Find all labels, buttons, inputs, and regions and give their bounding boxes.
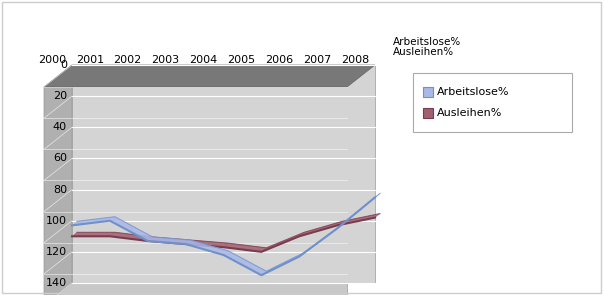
Text: 2002: 2002 — [114, 55, 142, 65]
Text: 80: 80 — [53, 185, 67, 195]
Polygon shape — [223, 243, 266, 252]
Text: 2001: 2001 — [76, 55, 104, 65]
Polygon shape — [110, 232, 153, 241]
Polygon shape — [299, 224, 342, 257]
Polygon shape — [148, 237, 191, 244]
Polygon shape — [185, 240, 228, 247]
Text: 140: 140 — [46, 278, 67, 288]
Polygon shape — [44, 87, 347, 295]
Polygon shape — [44, 65, 72, 295]
Polygon shape — [185, 240, 228, 255]
Polygon shape — [110, 217, 153, 241]
Text: 100: 100 — [46, 216, 67, 226]
Text: 120: 120 — [46, 247, 67, 257]
Text: Arbeitslose%: Arbeitslose% — [437, 87, 510, 97]
Text: 40: 40 — [53, 122, 67, 132]
Text: 2003: 2003 — [152, 55, 179, 65]
Bar — [423, 87, 433, 97]
Polygon shape — [72, 232, 115, 236]
Text: 2004: 2004 — [189, 55, 217, 65]
Bar — [423, 108, 433, 118]
Text: 0: 0 — [60, 60, 67, 70]
Polygon shape — [223, 251, 266, 275]
Polygon shape — [262, 232, 304, 252]
Text: 60: 60 — [53, 153, 67, 163]
Polygon shape — [262, 253, 304, 275]
Polygon shape — [44, 65, 375, 87]
Text: 2006: 2006 — [265, 55, 294, 65]
Text: 2005: 2005 — [227, 55, 255, 65]
Polygon shape — [299, 221, 342, 236]
Text: 2008: 2008 — [341, 55, 369, 65]
Text: 2007: 2007 — [303, 55, 331, 65]
FancyBboxPatch shape — [413, 73, 572, 132]
Polygon shape — [337, 193, 380, 229]
Polygon shape — [72, 65, 375, 283]
Text: Arbeitslose%: Arbeitslose% — [393, 37, 461, 47]
Text: Ausleihen%: Ausleihen% — [437, 108, 503, 118]
Text: 2000: 2000 — [38, 55, 66, 65]
Text: Ausleihen%: Ausleihen% — [393, 47, 454, 57]
Polygon shape — [72, 217, 115, 225]
Polygon shape — [148, 237, 191, 244]
Text: 20: 20 — [53, 91, 67, 101]
Polygon shape — [337, 214, 380, 225]
